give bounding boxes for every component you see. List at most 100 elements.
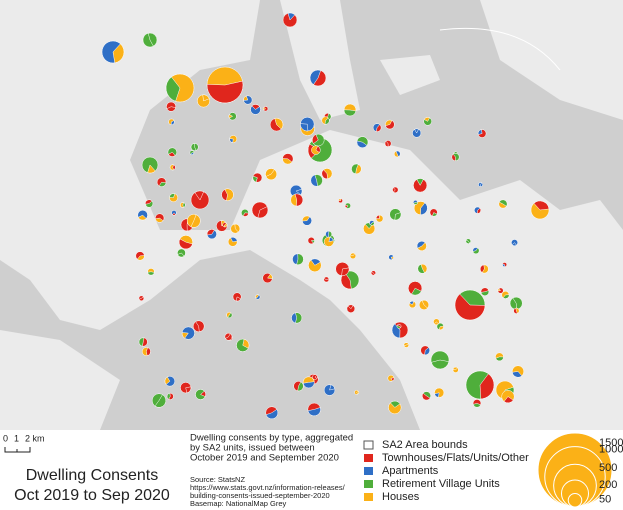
consent-slice <box>287 12 296 21</box>
consent-slice <box>465 370 489 400</box>
consent-slice <box>465 239 471 244</box>
consent-slice <box>321 169 328 179</box>
consent-slice <box>194 190 205 201</box>
consent-slice <box>503 396 514 404</box>
consent-slice <box>356 390 359 395</box>
source-line: building-consents-issued-september-2020 <box>190 491 330 500</box>
consent-slice <box>224 188 234 201</box>
map-title: Dwelling Consents <box>26 467 159 484</box>
size-label: 50 <box>599 493 611 505</box>
consent-slice <box>423 117 430 122</box>
legend-swatch <box>363 440 374 450</box>
consent-slice <box>145 199 153 205</box>
consent-slice <box>411 287 422 296</box>
consent-slice <box>414 128 419 134</box>
consent-slice <box>478 182 483 187</box>
consent-slice <box>392 187 396 193</box>
land <box>280 0 360 120</box>
island <box>380 55 440 95</box>
consent-slice <box>384 140 389 147</box>
consent-slice <box>328 236 334 243</box>
consent-slice <box>420 345 430 356</box>
consent-slice <box>178 238 193 250</box>
consent-slice <box>438 325 444 331</box>
legend-label: Townhouses/Flats/Units/Other <box>382 452 529 464</box>
consent-slice <box>206 80 244 104</box>
consent-slice <box>166 392 171 400</box>
consent-slice <box>230 237 238 243</box>
consent-slice <box>235 296 242 302</box>
consent-slice <box>512 371 523 378</box>
consent-slice <box>375 214 380 219</box>
consent-slice <box>142 337 148 347</box>
consent-slice <box>432 212 438 217</box>
consent-slice <box>263 106 267 111</box>
consent-slice <box>385 120 395 130</box>
legend-swatch <box>364 454 373 462</box>
consent-slice <box>267 273 273 280</box>
consent-slice <box>310 239 315 244</box>
consent-slice <box>422 392 431 401</box>
consent-slice <box>395 150 401 158</box>
consent-slice <box>228 114 234 119</box>
source-line: Basemap: NationalMap Grey <box>190 499 287 508</box>
consent-slice <box>477 129 483 135</box>
consent-slice <box>431 359 450 370</box>
consent-slice <box>434 392 440 398</box>
consent-slice <box>351 163 359 175</box>
consent-slice <box>171 212 177 216</box>
scale-label: 0 <box>3 433 8 443</box>
consent-slice <box>180 202 185 208</box>
consent-slice <box>137 214 147 221</box>
consent-slice <box>454 293 486 321</box>
consent-slice <box>307 407 321 417</box>
legend-swatch <box>364 493 373 501</box>
map-title: Oct 2019 to Sep 2020 <box>14 487 170 504</box>
consent-slice <box>452 366 458 371</box>
consent-slice <box>417 242 427 251</box>
consent-slice <box>433 321 439 326</box>
consent-slice <box>391 323 401 339</box>
scale-bar-line <box>4 447 31 453</box>
legend-panel <box>0 430 623 510</box>
consent-slice <box>147 164 156 174</box>
consent-slice <box>282 153 294 163</box>
legend-swatch <box>364 480 373 488</box>
consent-slice <box>390 377 395 382</box>
consent-slice <box>169 164 175 171</box>
consent-slice <box>302 376 315 384</box>
consent-slice <box>370 271 376 276</box>
consent-slice <box>195 320 205 332</box>
consent-slice <box>416 178 424 186</box>
consent-slice <box>328 230 332 238</box>
legend-label: Apartments <box>382 465 439 477</box>
consent-slice <box>164 376 171 385</box>
consent-slice <box>242 338 250 349</box>
consent-slice <box>403 342 409 347</box>
consent-slice <box>300 123 309 132</box>
consent-slice <box>396 324 402 328</box>
consent-slice <box>515 307 520 314</box>
consent-slice <box>243 95 249 101</box>
consent-slice <box>329 384 336 391</box>
consent-slice <box>181 332 189 339</box>
size-circle <box>567 492 583 508</box>
size-label: 1000 <box>599 443 623 455</box>
consent-slice <box>472 399 482 406</box>
consent-slice <box>347 304 354 310</box>
consent-slice <box>315 145 321 153</box>
consent-slice <box>292 253 299 265</box>
consent-slice <box>511 242 517 247</box>
consent-slice <box>274 118 284 130</box>
ferry-route <box>439 27 561 71</box>
basemap <box>0 0 623 430</box>
consent-slice <box>224 333 231 339</box>
consent-slice <box>206 229 215 236</box>
consent-slice <box>170 120 175 126</box>
consent-slice <box>112 43 125 64</box>
consent-slice <box>495 356 504 362</box>
consent-slice <box>202 94 210 102</box>
consent-slice <box>265 169 278 181</box>
consent-slice <box>234 223 241 233</box>
